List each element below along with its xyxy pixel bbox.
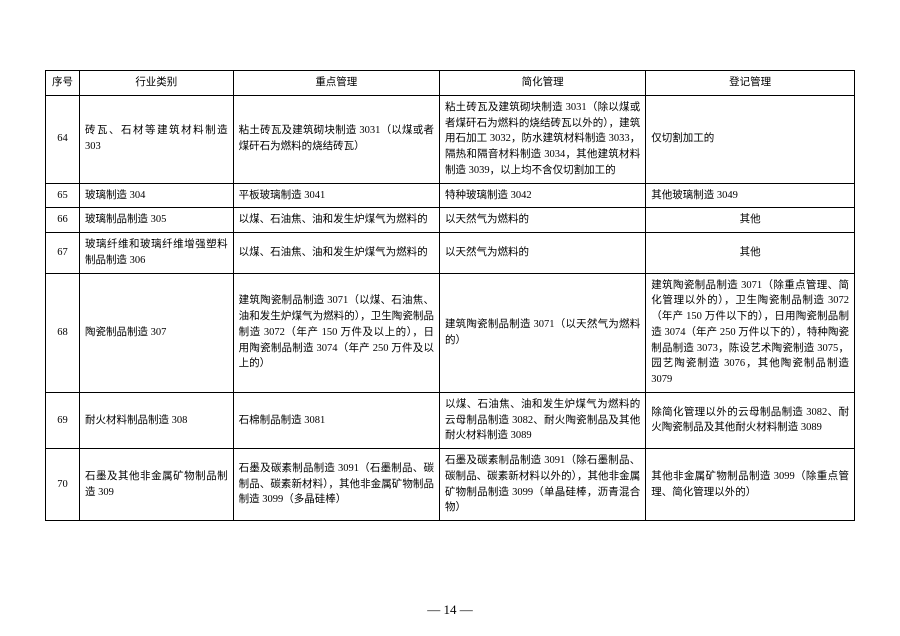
table-row: 66玻璃制品制造 305以煤、石油焦、油和发生炉煤气为燃料的以天然气为燃料的其他 bbox=[46, 208, 855, 233]
header-key-mgmt: 重点管理 bbox=[233, 71, 439, 96]
cell-key-mgmt: 建筑陶瓷制品制造 3071（以煤、石油焦、油和发生炉煤气为燃料的），卫生陶瓷制品… bbox=[233, 273, 439, 392]
cell-seq: 69 bbox=[46, 392, 80, 448]
header-registration: 登记管理 bbox=[646, 71, 855, 96]
cell-simplified: 以天然气为燃料的 bbox=[439, 208, 645, 233]
cell-key-mgmt: 石棉制品制造 3081 bbox=[233, 392, 439, 448]
cell-category: 陶瓷制品制造 307 bbox=[79, 273, 233, 392]
cell-simplified: 粘土砖瓦及建筑砌块制造 3031（除以煤或者煤矸石为燃料的烧结砖瓦以外的），建筑… bbox=[439, 95, 645, 183]
cell-registration: 其他非金属矿物制品制造 3099（除重点管理、简化管理以外的） bbox=[646, 449, 855, 521]
cell-seq: 68 bbox=[46, 273, 80, 392]
cell-simplified: 特种玻璃制造 3042 bbox=[439, 183, 645, 208]
header-seq: 序号 bbox=[46, 71, 80, 96]
table-row: 69耐火材料制品制造 308石棉制品制造 3081以煤、石油焦、油和发生炉煤气为… bbox=[46, 392, 855, 448]
table-row: 68陶瓷制品制造 307建筑陶瓷制品制造 3071（以煤、石油焦、油和发生炉煤气… bbox=[46, 273, 855, 392]
cell-key-mgmt: 石墨及碳素制品制造 3091（石墨制品、碳制品、碳素新材料），其他非金属矿物制品… bbox=[233, 449, 439, 521]
header-category: 行业类别 bbox=[79, 71, 233, 96]
cell-simplified: 建筑陶瓷制品制造 3071（以天然气为燃料的） bbox=[439, 273, 645, 392]
table-row: 67玻璃纤维和玻璃纤维增强塑料制品制造 306以煤、石油焦、油和发生炉煤气为燃料… bbox=[46, 233, 855, 274]
cell-simplified: 以煤、石油焦、油和发生炉煤气为燃料的云母制品制造 3082、耐火陶瓷制品及其他耐… bbox=[439, 392, 645, 448]
cell-registration: 建筑陶瓷制品制造 3071（除重点管理、简化管理以外的），卫生陶瓷制品制造 30… bbox=[646, 273, 855, 392]
cell-simplified: 石墨及碳素制品制造 3091（除石墨制品、碳制品、碳素新材料以外的），其他非金属… bbox=[439, 449, 645, 521]
table-row: 70石墨及其他非金属矿物制品制造 309石墨及碳素制品制造 3091（石墨制品、… bbox=[46, 449, 855, 521]
cell-registration: 其他玻璃制造 3049 bbox=[646, 183, 855, 208]
table-row: 65玻璃制造 304平板玻璃制造 3041特种玻璃制造 3042其他玻璃制造 3… bbox=[46, 183, 855, 208]
cell-registration: 其他 bbox=[646, 233, 855, 274]
cell-key-mgmt: 平板玻璃制造 3041 bbox=[233, 183, 439, 208]
regulation-table: 序号 行业类别 重点管理 简化管理 登记管理 64砖瓦、石材等建筑材料制造 30… bbox=[45, 70, 855, 521]
page-number: — 14 — bbox=[0, 602, 900, 618]
cell-category: 耐火材料制品制造 308 bbox=[79, 392, 233, 448]
cell-seq: 65 bbox=[46, 183, 80, 208]
cell-category: 砖瓦、石材等建筑材料制造 303 bbox=[79, 95, 233, 183]
cell-registration: 仅切割加工的 bbox=[646, 95, 855, 183]
cell-seq: 64 bbox=[46, 95, 80, 183]
cell-key-mgmt: 粘土砖瓦及建筑砌块制造 3031（以煤或者煤矸石为燃料的烧结砖瓦） bbox=[233, 95, 439, 183]
cell-category: 玻璃纤维和玻璃纤维增强塑料制品制造 306 bbox=[79, 233, 233, 274]
table-row: 64砖瓦、石材等建筑材料制造 303粘土砖瓦及建筑砌块制造 3031（以煤或者煤… bbox=[46, 95, 855, 183]
cell-seq: 67 bbox=[46, 233, 80, 274]
cell-seq: 70 bbox=[46, 449, 80, 521]
cell-category: 玻璃制品制造 305 bbox=[79, 208, 233, 233]
cell-registration: 除简化管理以外的云母制品制造 3082、耐火陶瓷制品及其他耐火材料制造 3089 bbox=[646, 392, 855, 448]
cell-category: 玻璃制造 304 bbox=[79, 183, 233, 208]
table-body: 64砖瓦、石材等建筑材料制造 303粘土砖瓦及建筑砌块制造 3031（以煤或者煤… bbox=[46, 95, 855, 520]
table-header: 序号 行业类别 重点管理 简化管理 登记管理 bbox=[46, 71, 855, 96]
cell-registration: 其他 bbox=[646, 208, 855, 233]
cell-category: 石墨及其他非金属矿物制品制造 309 bbox=[79, 449, 233, 521]
cell-seq: 66 bbox=[46, 208, 80, 233]
cell-simplified: 以天然气为燃料的 bbox=[439, 233, 645, 274]
document-page: 序号 行业类别 重点管理 简化管理 登记管理 64砖瓦、石材等建筑材料制造 30… bbox=[0, 0, 900, 636]
header-simplified: 简化管理 bbox=[439, 71, 645, 96]
cell-key-mgmt: 以煤、石油焦、油和发生炉煤气为燃料的 bbox=[233, 233, 439, 274]
cell-key-mgmt: 以煤、石油焦、油和发生炉煤气为燃料的 bbox=[233, 208, 439, 233]
